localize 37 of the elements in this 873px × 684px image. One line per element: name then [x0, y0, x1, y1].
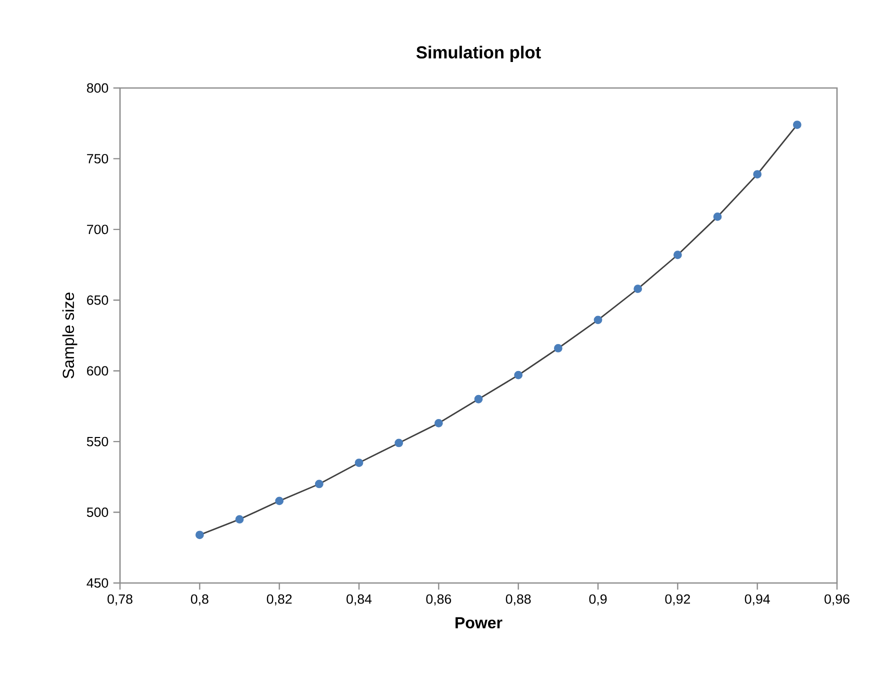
- x-tick-label: 0,92: [665, 594, 690, 606]
- y-tick-label: 750: [87, 154, 108, 164]
- point: [394, 438, 404, 448]
- y-tick-label: 650: [87, 295, 108, 305]
- y-axis-title: Sample size: [62, 292, 78, 378]
- y-tick-label: 500: [86, 508, 108, 517]
- point: [713, 212, 722, 221]
- x-tick-label: 0,88: [506, 594, 531, 606]
- x-axis-title: Power: [456, 617, 502, 628]
- x-tick-label: 0,9: [589, 594, 607, 606]
- y-tick-label: 800: [86, 83, 108, 93]
- y-tick-label: 550: [86, 436, 108, 446]
- y-tick-label: 700: [87, 224, 108, 234]
- point: [753, 170, 762, 178]
- point: [434, 418, 443, 428]
- x-tick-label: 0,86: [426, 594, 452, 606]
- chart-title: Simulation plot: [416, 46, 541, 62]
- point: [634, 284, 642, 294]
- x-tick-label: 0,94: [744, 594, 770, 606]
- point: [673, 250, 682, 260]
- point: [792, 120, 802, 129]
- x-tick-label: 0,82: [266, 594, 292, 606]
- point: [235, 515, 244, 524]
- point: [314, 480, 324, 488]
- x-tick-label: 0,8: [190, 594, 208, 606]
- y-tick-label: 600: [87, 366, 108, 376]
- x-tick-label: 0,84: [346, 594, 372, 606]
- y-tick-label: 450: [86, 578, 108, 588]
- point: [354, 458, 364, 467]
- x-tick-label: 0,78: [108, 594, 132, 606]
- point: [195, 530, 204, 540]
- point: [554, 344, 562, 352]
- point: [275, 496, 284, 506]
- point: [594, 316, 602, 324]
- point: [514, 370, 523, 380]
- x-tick-label: 0,96: [824, 594, 850, 606]
- point: [474, 394, 483, 404]
